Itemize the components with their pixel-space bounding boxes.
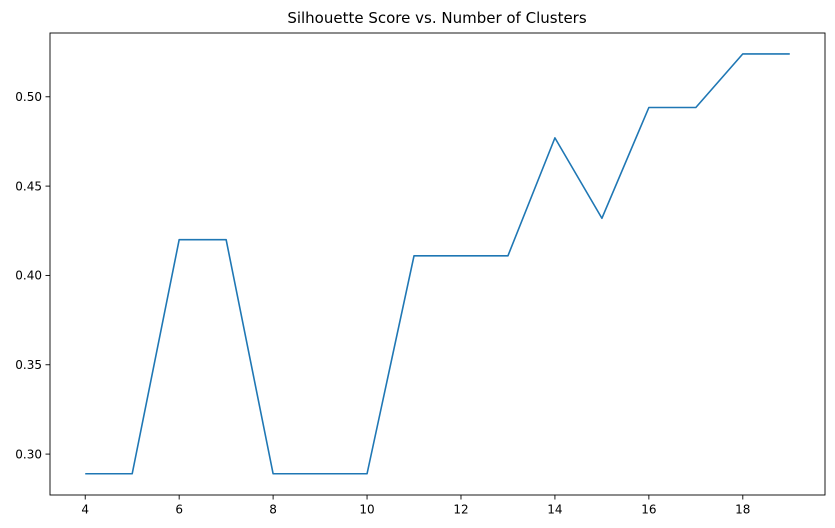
y-tick-label: 0.40 [15,269,42,283]
axes-frame [49,32,826,496]
silhouette-score-line [85,53,790,475]
x-tick-label: 12 [453,503,468,517]
y-tick-label: 0.45 [15,179,42,193]
y-tick-label: 0.30 [15,447,42,461]
x-axis: 4 6 8 10 12 14 16 18 [81,495,750,517]
x-tick-label: 14 [547,503,562,517]
chart-title: Silhouette Score vs. Number of Clusters [287,9,587,27]
x-tick-label: 4 [81,503,89,517]
x-tick-label: 16 [641,503,656,517]
plot-series [85,53,790,475]
x-tick-label: 10 [359,503,374,517]
x-tick-label: 8 [269,503,277,517]
y-tick-label: 0.50 [15,90,42,104]
x-tick-label: 18 [735,503,750,517]
x-tick-label: 6 [175,503,183,517]
y-axis: 0.30 0.35 0.40 0.45 0.50 [15,90,50,461]
y-tick-label: 0.35 [15,358,42,372]
